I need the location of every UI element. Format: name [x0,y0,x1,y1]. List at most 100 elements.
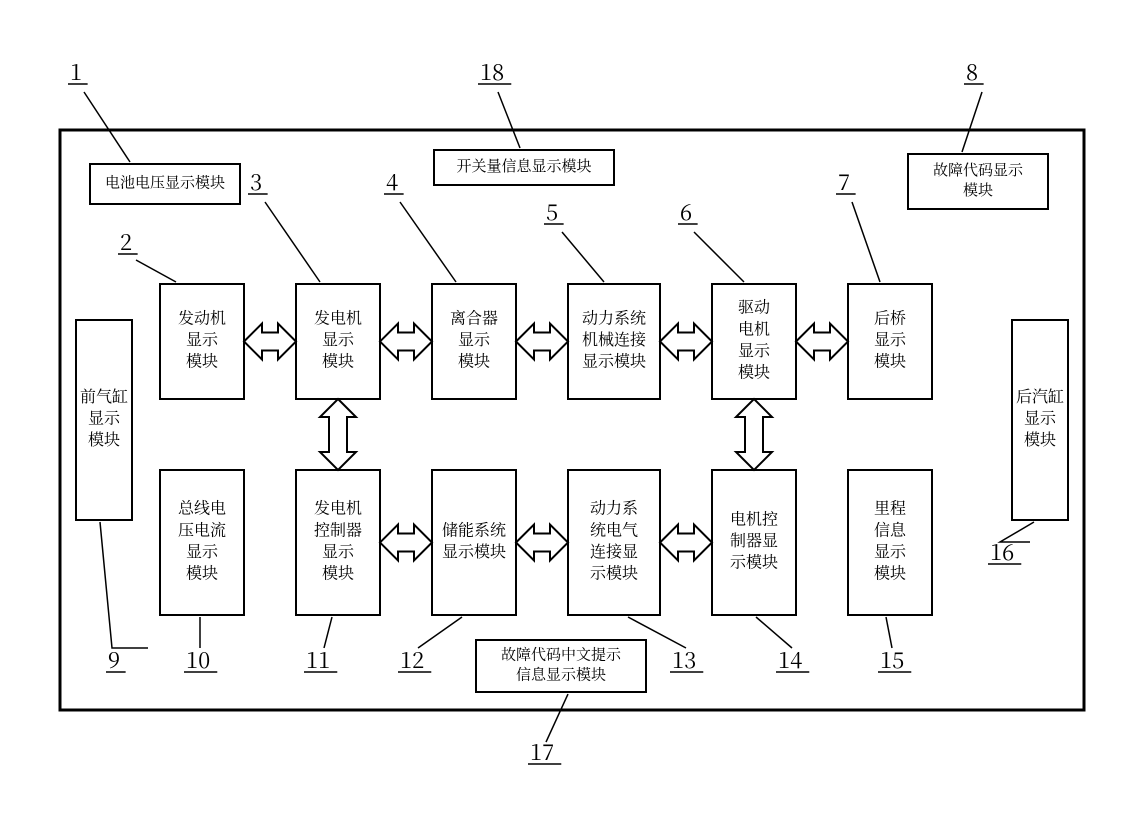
node-label: 后汽缸 [1016,384,1064,407]
tag-number: 2 [120,226,132,257]
node-label: 模块 [963,179,993,200]
h-double-arrow [380,525,432,561]
node-label: 示模块 [590,561,638,584]
tag-3: 3 [248,166,320,282]
node-label: 信息 [874,517,907,540]
h-double-arrow [796,324,848,360]
node-label: 示模块 [730,550,778,573]
node-n15: 里程信息显示模块 [848,470,932,615]
node-label: 模块 [186,561,218,584]
node-n7: 后桥显示模块 [848,284,932,399]
tag-1: 1 [68,56,130,162]
node-label: 制器显 [730,528,778,551]
node-label: 驱动 [738,295,770,318]
node-n17: 故障代码中文提示信息显示模块 [476,640,646,692]
node-label: 显示 [1024,406,1057,429]
node-n13: 动力系统电气连接显示模块 [568,470,660,615]
node-label: 统电气 [590,517,638,540]
node-label: 动力系统 [582,306,646,329]
tag-12: 12 [398,617,462,675]
node-label: 电池电压显示模块 [105,171,225,192]
node-n16: 后汽缸显示模块 [1012,320,1068,520]
outer-frame [60,130,1084,710]
node-label: 前气缸 [80,384,128,407]
tag-number: 9 [108,644,120,675]
tag-number: 12 [400,644,424,675]
node-label: 连接显 [590,539,638,562]
node-label: 控制器 [314,517,362,540]
node-n6: 驱动电机显示模块 [712,284,796,399]
tag-number: 8 [966,56,978,87]
node-label: 显示 [88,406,121,429]
node-label: 后桥 [874,306,906,329]
node-label: 模块 [874,561,906,584]
tag-number: 18 [480,56,504,87]
tag-15: 15 [878,617,911,675]
tag-number: 4 [386,166,398,197]
v-double-arrow [736,399,772,470]
node-label: 机械连接 [582,327,647,350]
tag-number: 10 [186,644,210,675]
node-n8: 故障代码显示模块 [908,154,1048,209]
node-label: 模块 [186,349,218,372]
node-n10: 总线电压电流显示模块 [160,470,244,615]
v-double-arrow [320,399,356,470]
h-double-arrow [380,324,432,360]
node-n12: 储能系统显示模块 [432,470,516,615]
tag-16: 16 [988,522,1034,567]
tag-13: 13 [628,617,703,675]
tag-9: 9 [100,522,148,675]
node-label: 动力系 [590,496,638,519]
tag-14: 14 [756,617,809,675]
node-n18: 开关量信息显示模块 [434,150,614,185]
tag-number: 1 [70,56,82,87]
h-double-arrow [516,324,568,360]
node-label: 里程 [874,496,906,519]
node-n4: 离合器显示模块 [432,284,516,399]
tag-number: 5 [546,196,558,227]
node-label: 发电机 [314,306,362,329]
h-double-arrow [244,324,296,360]
diagram-canvas: 电池电压显示模块开关量信息显示模块故障代码显示模块前气缸显示模块后汽缸显示模块发… [0,0,1130,817]
node-n11: 发电机控制器显示模块 [296,470,380,615]
node-label: 电机 [738,316,770,339]
node-n3: 发电机显示模块 [296,284,380,399]
tag-number: 14 [778,644,802,675]
tag-number: 11 [306,644,330,675]
node-label: 故障代码中文提示 [501,643,622,664]
node-n14: 电机控制器显示模块 [712,470,796,615]
node-label: 模块 [88,427,120,450]
tag-number: 15 [880,644,904,675]
tag-17: 17 [528,694,568,767]
tag-number: 17 [530,736,554,767]
node-label: 显示 [874,539,907,562]
node-label: 模块 [738,360,770,383]
node-n1: 电池电压显示模块 [90,164,240,204]
node-label: 模块 [874,349,906,372]
h-double-arrow [516,525,568,561]
node-label: 显示 [874,327,907,350]
node-label: 模块 [458,349,490,372]
tag-10: 10 [184,617,217,675]
tag-6: 6 [678,196,744,282]
node-n5: 动力系统机械连接显示模块 [568,284,660,399]
node-label: 信息显示模块 [516,664,606,685]
node-label: 显示 [458,327,491,350]
tag-number: 13 [672,644,696,675]
node-label: 发动机 [178,306,226,329]
tag-5: 5 [544,196,604,282]
tag-number: 16 [990,536,1014,567]
tag-4: 4 [384,166,456,282]
node-label: 故障代码显示 [933,159,1024,180]
tag-number: 6 [680,196,692,227]
node-label: 开关量信息显示模块 [456,155,591,176]
tag-number: 3 [250,166,262,197]
node-label: 储能系统 [442,517,506,540]
node-label: 总线电 [178,496,226,519]
tag-8: 8 [962,56,984,152]
tag-2: 2 [118,226,176,282]
node-label: 发电机 [314,496,362,519]
node-label: 显示 [186,539,219,562]
node-label: 压电流 [178,517,226,540]
node-label: 显示模块 [442,539,506,562]
